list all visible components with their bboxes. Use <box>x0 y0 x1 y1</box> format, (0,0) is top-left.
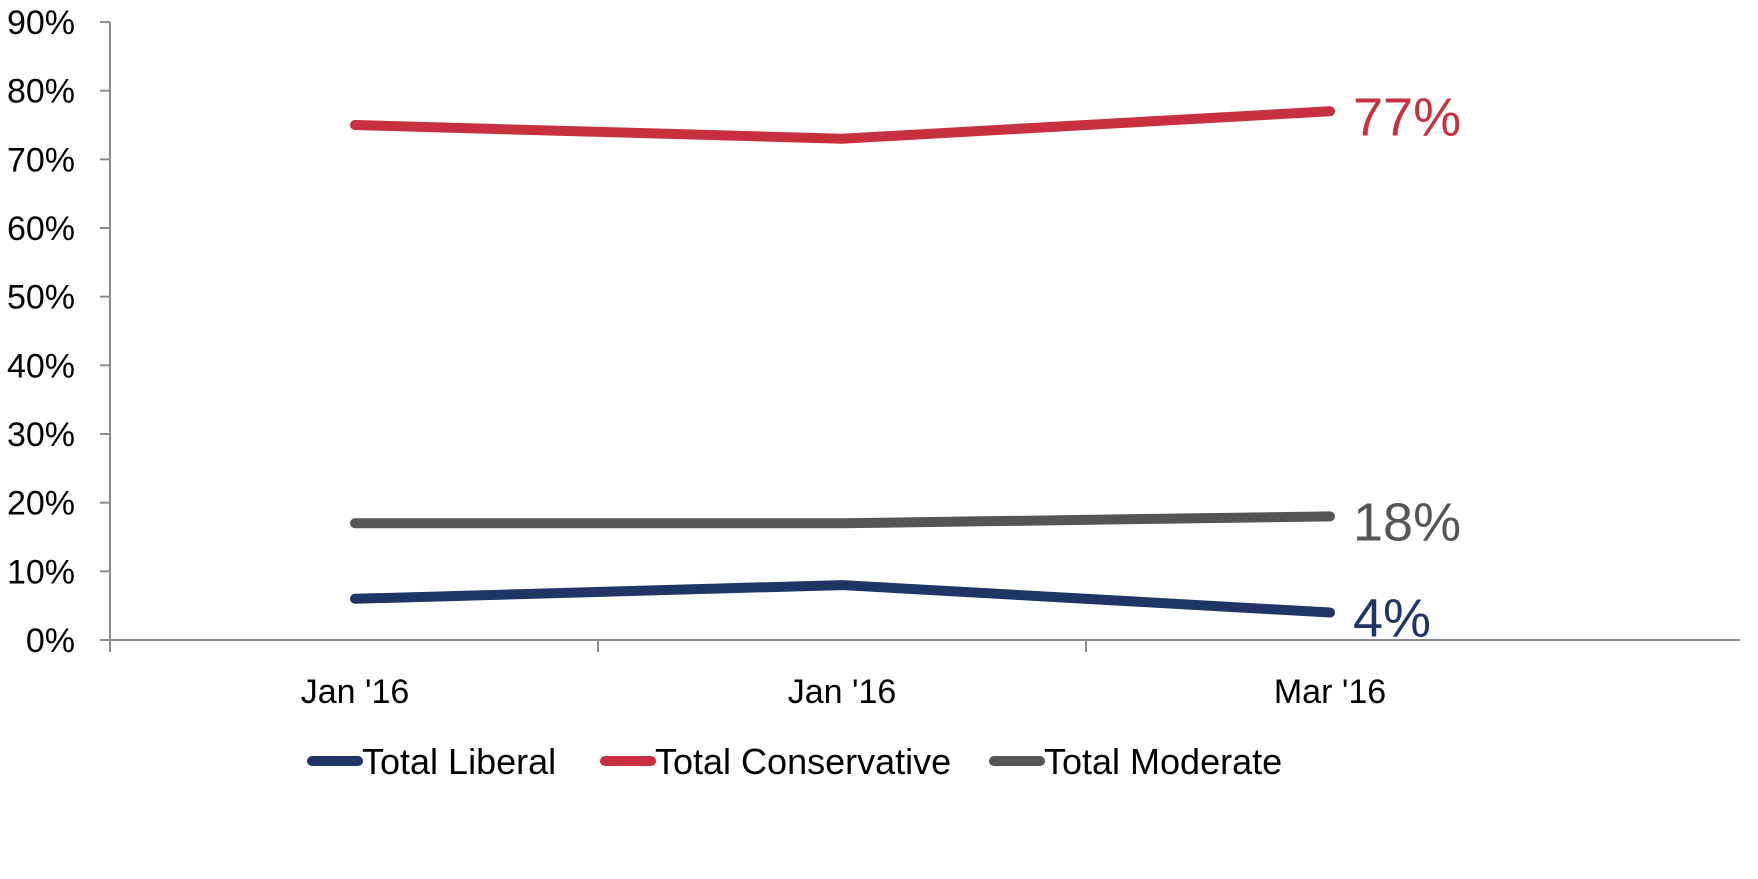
x-axis-ticks: Jan '16 Jan '16 Mar '16 <box>109 640 1386 711</box>
end-label-total-moderate: 18% <box>1353 492 1461 552</box>
y-tick-label: 60% <box>7 210 75 248</box>
y-tick-label: 10% <box>7 553 75 591</box>
legend-label: Total Liberal <box>362 741 556 782</box>
y-axis-ticks: 0% 10% 20% 30% 40% 50% 60% 70% 80% 90% <box>7 4 110 660</box>
y-tick-label: 0% <box>26 622 75 660</box>
y-tick-label: 90% <box>7 4 75 42</box>
legend: Total Liberal Total Conservative Total Mod… <box>307 741 1282 782</box>
axes <box>109 22 1740 641</box>
legend-label: Total Moderate <box>1044 741 1282 782</box>
end-labels: 4% 77% 18% <box>1353 87 1461 648</box>
y-tick-label: 50% <box>7 279 75 317</box>
series-line-total-liberal <box>350 580 1335 618</box>
y-tick-label: 30% <box>7 416 75 454</box>
legend-label: Total Conservative <box>655 741 951 782</box>
end-label-total-liberal: 4% <box>1353 589 1431 649</box>
y-tick-label: 40% <box>7 347 75 385</box>
x-tick-label: Jan '16 <box>301 673 410 711</box>
series-line-total-conservative <box>350 106 1335 144</box>
y-tick-label: 80% <box>7 73 75 111</box>
x-tick-label: Jan '16 <box>788 673 897 711</box>
y-tick-label: 20% <box>7 485 75 523</box>
series-lines <box>350 106 1335 618</box>
x-tick-label: Mar '16 <box>1274 673 1386 711</box>
y-tick-label: 70% <box>7 141 75 179</box>
series-line-total-moderate <box>350 511 1335 529</box>
end-label-total-conservative: 77% <box>1353 87 1461 147</box>
